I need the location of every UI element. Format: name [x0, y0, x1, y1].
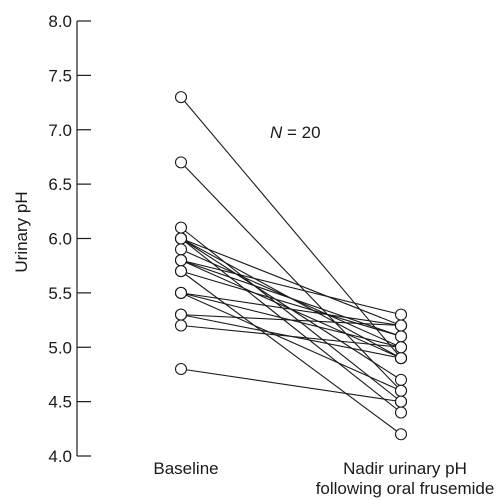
baseline-point	[174, 221, 188, 234]
baseline-point	[174, 286, 188, 299]
y-tick-label: 6.5	[48, 175, 72, 194]
y-tick-label: 4.5	[48, 393, 72, 412]
nadir-point	[394, 330, 408, 343]
patient-line	[180, 259, 402, 316]
patient-line	[180, 292, 402, 392]
baseline-point	[174, 362, 188, 376]
y-tick-label: 8.0	[48, 12, 72, 31]
patient-line	[180, 324, 402, 348]
patient-line	[180, 237, 402, 327]
y-tick-label: 4.0	[48, 447, 72, 466]
nadir-point	[394, 384, 408, 397]
series	[174, 91, 408, 441]
baseline-point	[174, 308, 188, 321]
nadir-point	[394, 428, 408, 441]
y-axis-title: Urinary pH	[12, 191, 31, 272]
nadir-point	[394, 319, 408, 332]
baseline-point	[174, 243, 188, 256]
x-label-nadir-line: Nadir urinary pH	[343, 459, 467, 478]
baseline-point	[174, 156, 188, 169]
y-tick-label: 6.0	[48, 230, 72, 249]
x-label-baseline: Baseline	[153, 459, 218, 478]
patient-line	[180, 270, 402, 435]
patient-line	[180, 292, 402, 327]
x-label-nadir-line: following oral frusemide	[316, 479, 495, 498]
patient-line	[180, 368, 402, 403]
y-tick-label: 5.5	[48, 284, 72, 303]
n-symbol: N	[270, 123, 283, 142]
y-ticks: 4.0 4.5 5.0 5.5 6.0 6.5 7.0 7.5 8.0	[48, 12, 91, 466]
patient-line	[180, 238, 402, 413]
n-annotation: N = 20	[270, 123, 321, 142]
n-value: = 20	[282, 123, 320, 142]
patient-line	[180, 96, 402, 359]
nadir-point	[394, 395, 408, 408]
nadir-point	[394, 341, 408, 354]
patient-line	[180, 227, 402, 403]
baseline-point	[174, 91, 188, 104]
nadir-point	[394, 352, 408, 365]
patient-line	[180, 161, 402, 392]
y-tick-label: 7.5	[48, 66, 72, 85]
patient-line	[180, 314, 402, 327]
nadir-point	[394, 373, 408, 386]
y-axis: 4.0 4.5 5.0 5.5 6.0 6.5 7.0 7.5 8.0	[48, 12, 91, 466]
baseline-point	[174, 265, 188, 278]
baseline-point	[174, 254, 188, 267]
baseline-point	[174, 232, 188, 245]
nadir-point	[394, 308, 408, 321]
y-tick-label: 5.0	[48, 338, 72, 357]
baseline-point	[174, 319, 188, 332]
y-tick-label: 7.0	[48, 121, 72, 140]
nadir-point	[394, 406, 408, 419]
patient-line	[180, 270, 402, 337]
